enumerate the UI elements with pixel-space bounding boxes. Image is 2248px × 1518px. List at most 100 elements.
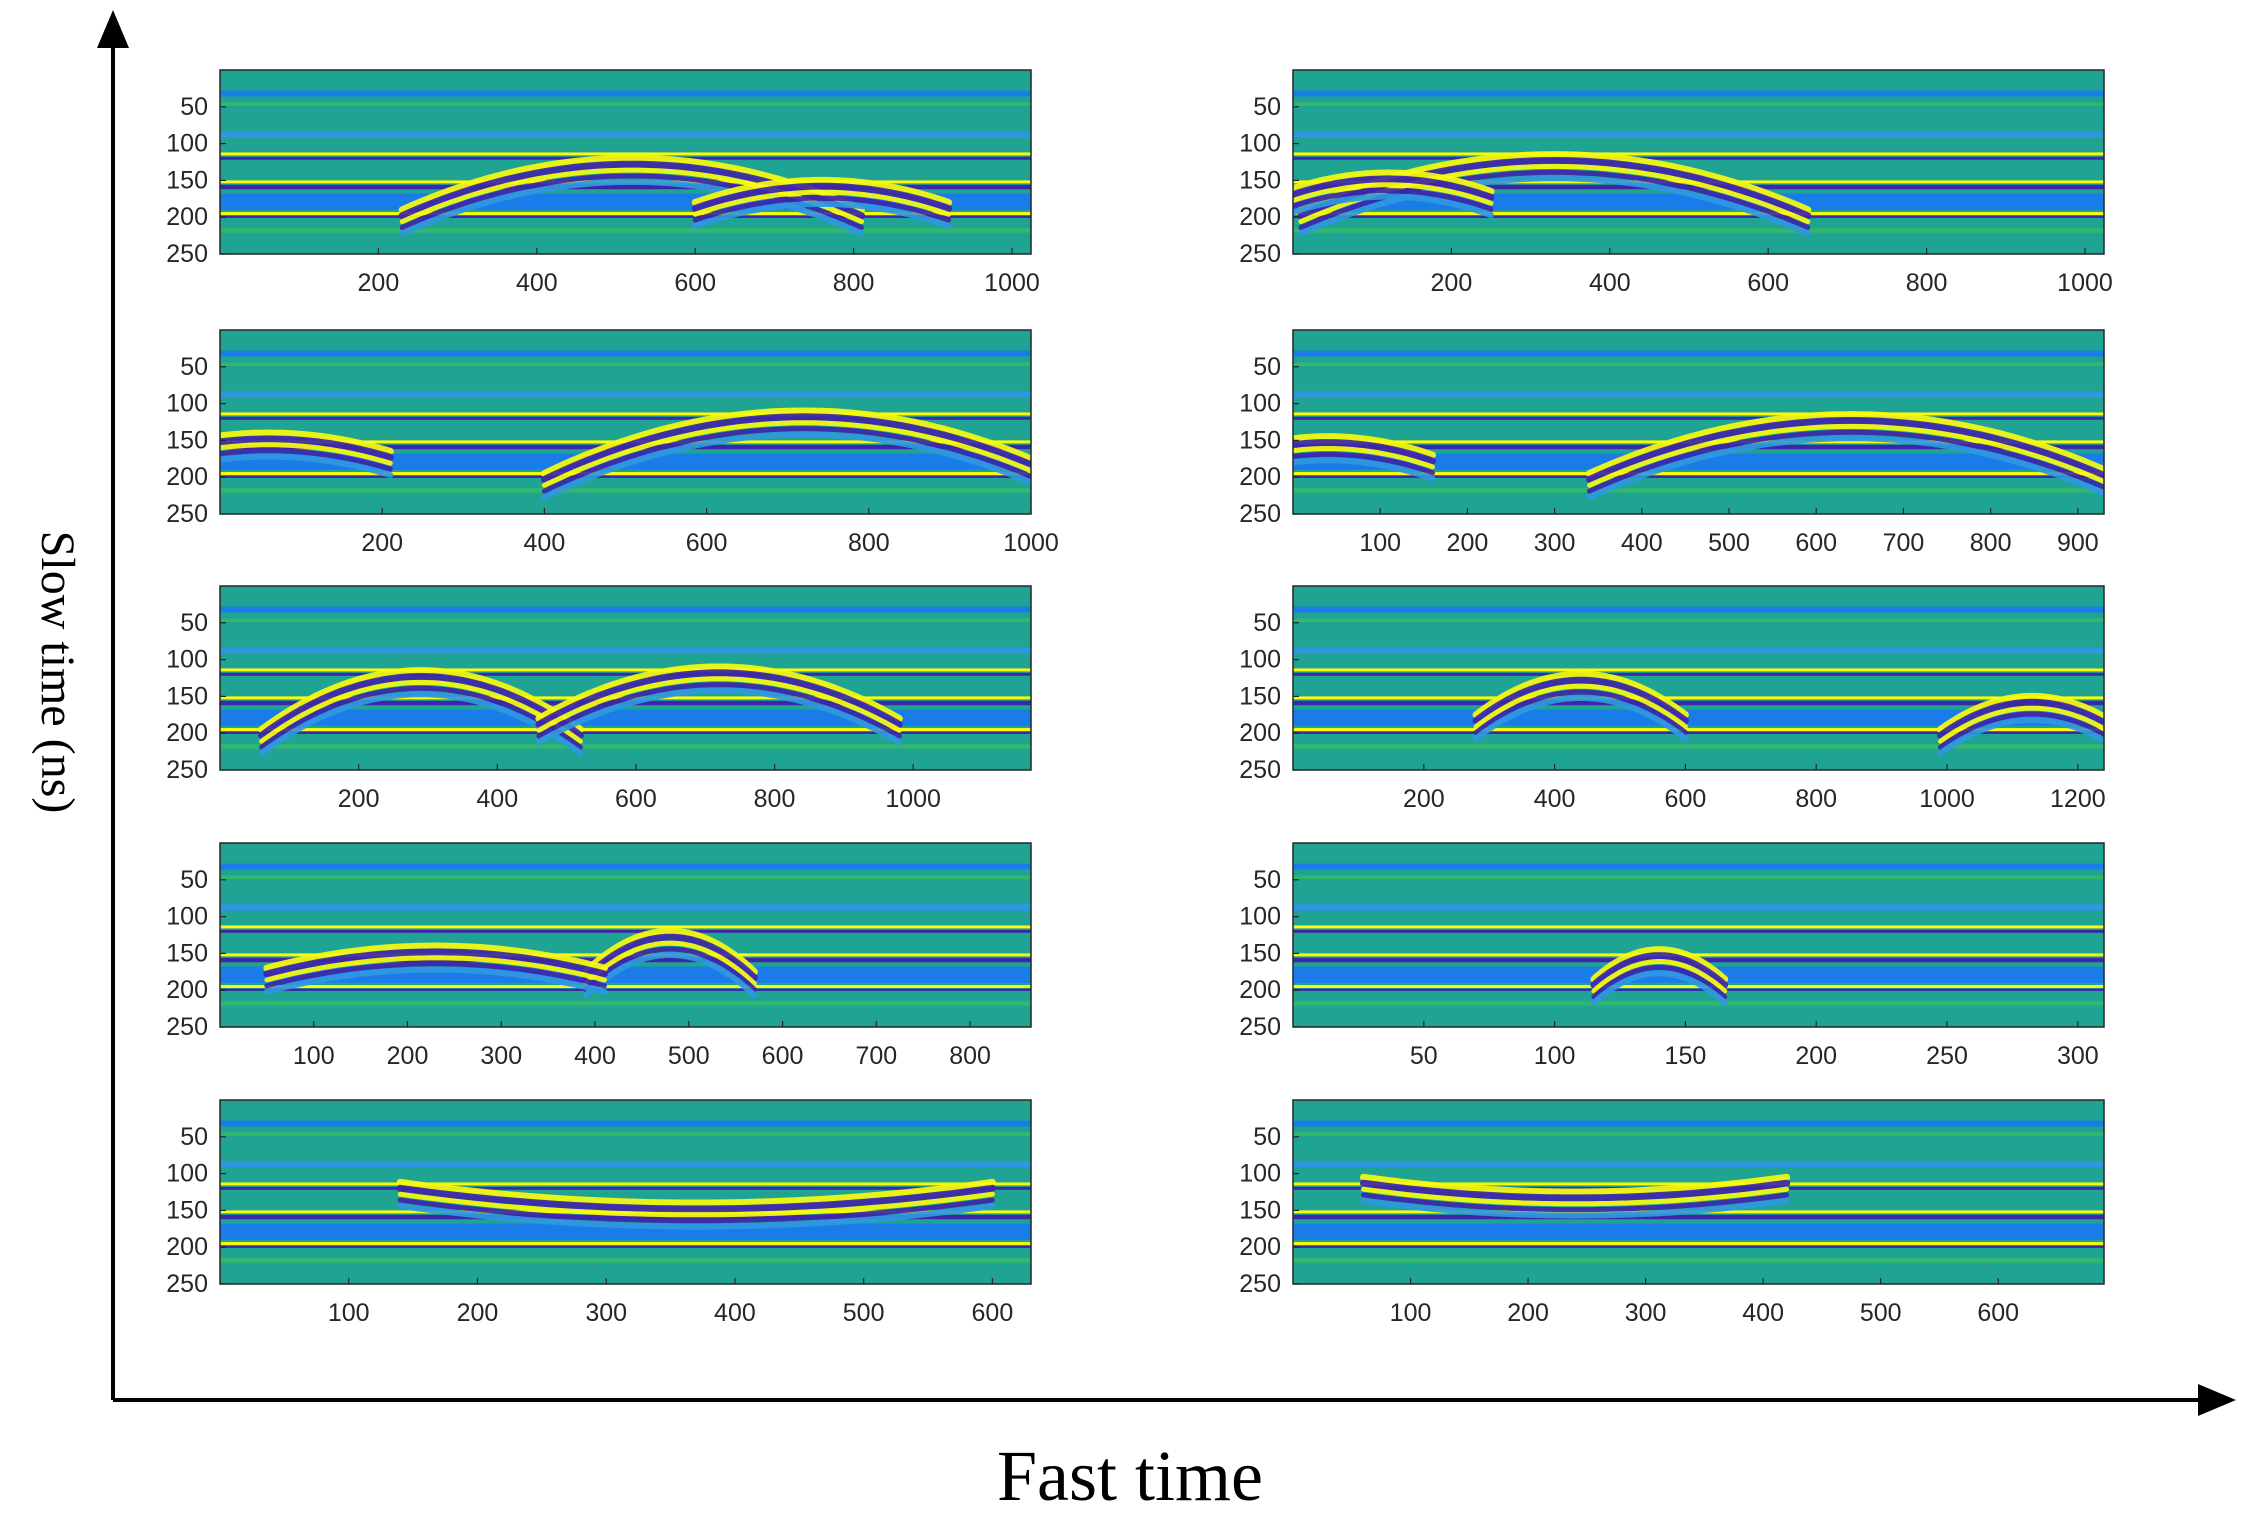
diffraction-hyperbola [1590,952,1729,989]
diffraction-hyperbola [1293,457,1436,482]
diffraction-hyperbola [541,431,1031,501]
x-tick-label: 200 [1795,1042,1837,1070]
x-tick-label: 1000 [1003,529,1059,557]
x-tick-label: 600 [674,269,716,297]
diffraction-hyperbola [691,182,953,212]
y-tick-label: 150 [1239,939,1281,967]
y-tick-label: 200 [166,976,208,1004]
y-tick-label: 200 [166,1233,208,1261]
x-tick-label: 800 [1795,785,1837,813]
y-tick-label: 150 [166,682,208,710]
panel-frame [219,585,1032,771]
x-tick-label: 400 [1534,785,1576,813]
y-tick-label: 150 [1239,1196,1281,1224]
heatmap-background [1293,70,2104,254]
reflection-band [1293,647,2104,654]
diffraction-hyperbola [263,948,608,978]
reflection-band [1293,700,2104,706]
y-tick-label: 50 [1253,353,1281,381]
reflection-band [1293,929,2104,933]
diffraction-hyperbola [1360,1173,1791,1196]
reflection-band [220,925,1031,929]
y-tick-label: 100 [1239,646,1281,674]
reflection-band [220,875,1031,880]
x-tick-label: 400 [714,1299,756,1327]
y-tick-label: 100 [1239,1160,1281,1188]
reflection-band [1293,1242,2104,1245]
fast-time-label: Fast time [997,1436,1263,1516]
reflection-band [1293,731,2104,734]
y-tick-label: 150 [166,166,208,194]
y-tick-label: 200 [1239,463,1281,491]
diffraction-hyperbola [1360,1197,1790,1219]
diffraction-hyperbola [1361,1186,1790,1207]
radargram-row-4-left: 50 100 150 200 250 100 200 300 400 500 600 700 800 [166,842,1032,1070]
y-tick-label: 250 [1239,756,1281,784]
x-tick-label: 300 [480,1042,522,1070]
reflection-band [1293,193,2104,210]
reflection-band [220,1161,1031,1168]
reflection-band [220,1223,1031,1240]
panel-frame [219,842,1032,1028]
x-tick-label: 200 [1447,529,1489,557]
reflection-band [1293,728,2104,731]
y-tick-label: 150 [1239,426,1281,454]
reflection-band [1293,1132,2104,1137]
diffraction-hyperbola [1591,964,1728,1000]
diffraction-hyperbola [259,679,583,744]
diffraction-hyperbola [1938,705,2104,744]
slow-time-label: Slow time (ns) [31,531,84,814]
diffraction-hyperbola [263,942,608,972]
radargram-row-4-right: 50 100 150 200 250 50 100 150 200 250 300 [1239,842,2105,1070]
diffraction-hyperbola [541,426,1031,494]
x-tick-label: 50 [1410,1042,1438,1070]
x-tick-label: 400 [476,785,518,813]
y-tick-label: 250 [1239,1270,1281,1298]
diffraction-hyperbola [220,442,393,466]
fast-time-axis-arrow-icon [2198,1384,2236,1416]
diffraction-hyperbola [582,951,758,999]
diffraction-hyperbola [1472,676,1689,725]
reflection-band [1293,925,2104,929]
reflection-band [1293,1001,2104,1006]
x-tick-label: 1000 [885,785,941,813]
panel-frame [1292,585,2105,771]
diffraction-hyperbola [1293,182,1494,206]
y-tick-label: 250 [166,756,208,784]
reflection-band [220,988,1031,991]
x-tick-label: 1000 [2057,269,2113,297]
y-tick-label: 250 [166,240,208,268]
reflection-band [220,1182,1031,1186]
panel-frame [219,1099,1032,1285]
reflection-band [220,672,1031,676]
x-tick-label: 800 [848,529,890,557]
diffraction-hyperbola [263,966,608,995]
reflection-band [1293,1120,2104,1127]
diffraction-hyperbola [692,195,952,223]
heatmap-background [1293,586,2104,770]
y-tick-label: 200 [1239,1233,1281,1261]
x-tick-label: 150 [1665,1042,1707,1070]
diffraction-hyperbola [258,691,584,757]
diffraction-hyperbola [258,672,584,739]
diffraction-hyperbola [1293,433,1436,459]
diffraction-hyperbola [535,687,903,745]
y-tick-label: 100 [1239,903,1281,931]
reflection-band [220,731,1031,734]
y-tick-label: 250 [1239,240,1281,268]
x-tick-label: 200 [1507,1299,1549,1327]
reflection-band [1293,215,2104,218]
diffraction-hyperbola [691,176,953,206]
y-tick-label: 100 [166,903,208,931]
reflection-band [1293,1258,2104,1263]
diffraction-hyperbola [220,429,394,455]
diffraction-hyperbola [264,955,607,983]
x-tick-label: 250 [1926,1042,1968,1070]
x-tick-label: 400 [574,1042,616,1070]
diffraction-hyperbola [1586,411,2104,477]
x-tick-label: 600 [762,1042,804,1070]
diffraction-hyperbola [1472,670,1689,719]
x-tick-label: 400 [516,269,558,297]
y-tick-label: 100 [1239,130,1281,158]
